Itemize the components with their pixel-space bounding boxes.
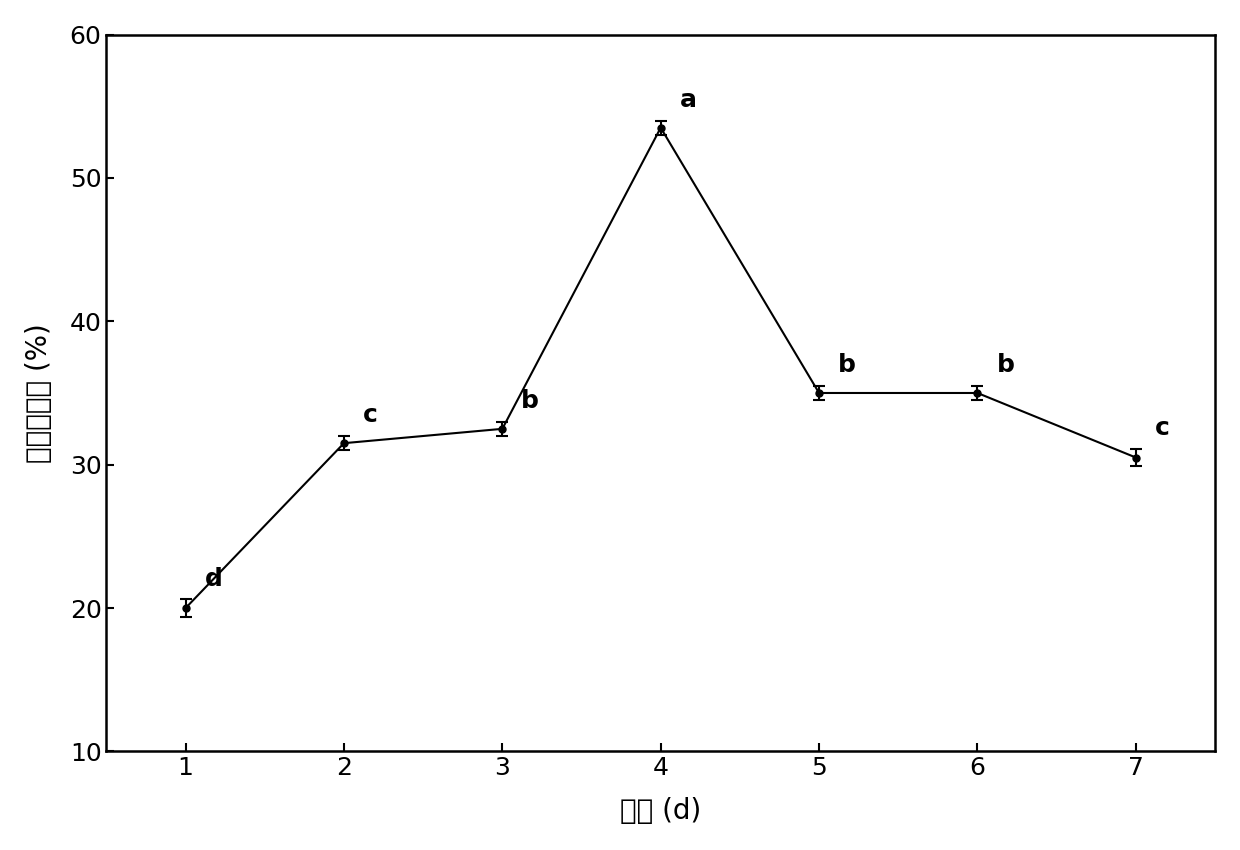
Text: a: a bbox=[680, 88, 697, 112]
Y-axis label: 鐵载体活性 (%): 鐵载体活性 (%) bbox=[25, 323, 53, 463]
Text: b: b bbox=[521, 389, 539, 413]
Text: c: c bbox=[363, 404, 378, 428]
X-axis label: 时间 (d): 时间 (d) bbox=[620, 797, 702, 825]
Text: d: d bbox=[205, 567, 222, 591]
Text: b: b bbox=[997, 354, 1014, 377]
Text: b: b bbox=[838, 354, 856, 377]
Text: c: c bbox=[1154, 416, 1169, 440]
